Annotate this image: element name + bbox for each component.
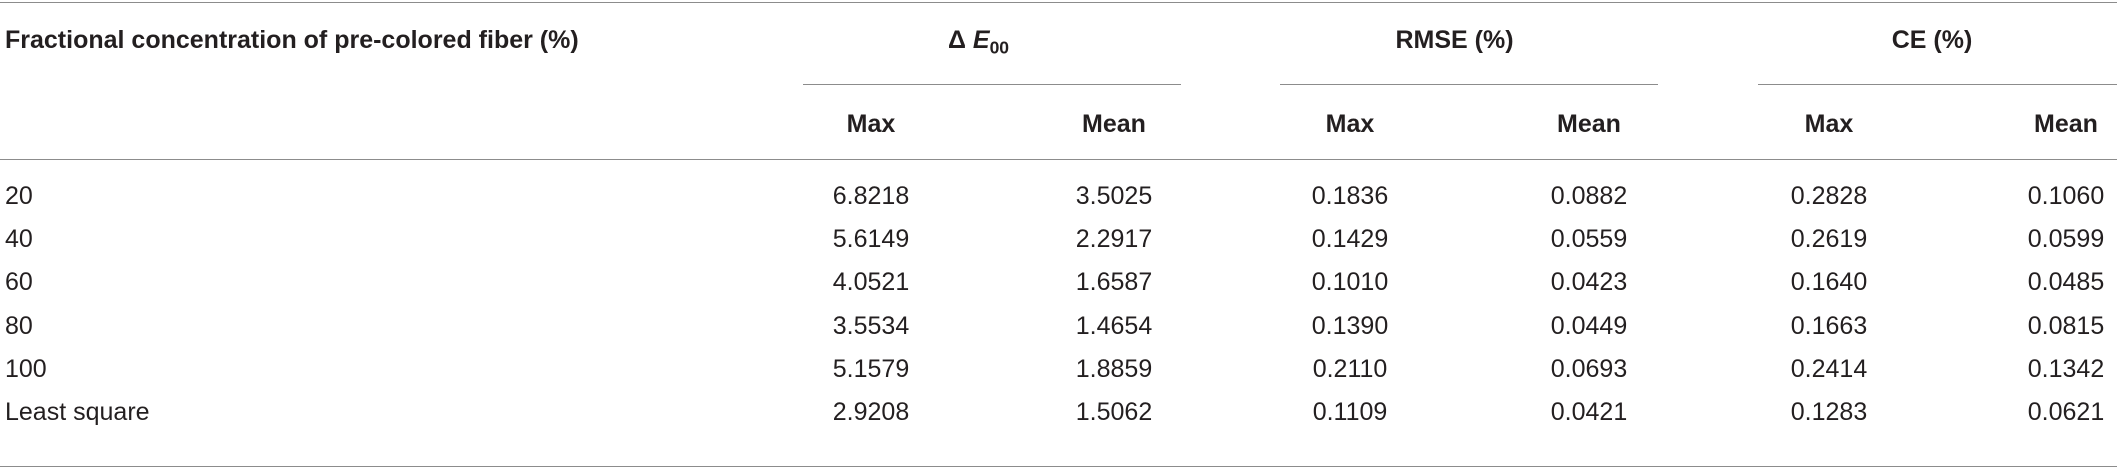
- cell: 0.2619: [1790, 225, 1868, 254]
- cell: 0.1429: [1311, 225, 1389, 254]
- row-label: 40: [5, 225, 33, 254]
- subscript: 00: [989, 37, 1010, 58]
- cell: 0.2828: [1790, 182, 1868, 210]
- subheader: Mean: [1082, 110, 1146, 138]
- row-label: 20: [5, 182, 33, 210]
- cell: 0.0621: [2027, 398, 2105, 426]
- rule: [0, 2, 2117, 3]
- subheader: Max: [1804, 110, 1854, 138]
- cell: 6.8218: [832, 182, 910, 210]
- cell: 5.1579: [832, 354, 910, 383]
- cell: 1.6587: [1075, 268, 1153, 297]
- rule: [0, 159, 2117, 160]
- cell: 0.0485: [2027, 268, 2105, 297]
- cell: 4.0521: [832, 268, 910, 297]
- cell: 0.1283: [1790, 398, 1868, 426]
- group-header: RMSE (%): [1395, 26, 1514, 54]
- cell: 5.6149: [832, 225, 910, 254]
- cell: 2.9208: [832, 398, 910, 426]
- cell: 0.1836: [1311, 182, 1389, 210]
- cell: 0.0423: [1550, 268, 1628, 297]
- cell: 0.1109: [1312, 398, 1388, 426]
- cell: 0.0449: [1550, 311, 1628, 340]
- cell: 0.2414: [1790, 354, 1868, 383]
- rule: [803, 84, 1181, 85]
- cell: 3.5025: [1075, 182, 1153, 210]
- cell: 0.0559: [1550, 225, 1628, 254]
- cell: 1.5062: [1075, 398, 1153, 426]
- row-label: Least square: [5, 398, 150, 426]
- symbol: Δ: [947, 26, 966, 54]
- row-label: 80: [5, 311, 33, 340]
- group-header: CE (%): [1891, 26, 1973, 54]
- cell: 0.1342: [2027, 354, 2105, 383]
- subheader: Max: [846, 110, 896, 138]
- cell: 0.2110: [1312, 354, 1388, 383]
- cell: 0.1640: [1790, 268, 1868, 297]
- rule: [1280, 84, 1658, 85]
- cell: 0.0421: [1550, 398, 1628, 426]
- cell: 0.1390: [1311, 311, 1389, 340]
- cell: 0.0815: [2027, 311, 2105, 340]
- cell: 3.5534: [832, 311, 910, 340]
- cell: 0.0599: [2027, 225, 2105, 254]
- subheader: Max: [1325, 110, 1375, 138]
- cell: 2.2917: [1075, 225, 1153, 254]
- rule: [0, 466, 2117, 467]
- group-header: Δ E00: [947, 25, 1010, 58]
- cell: 0.1010: [1311, 268, 1389, 297]
- subheader: Mean: [1557, 110, 1621, 138]
- cell: 1.4654: [1075, 311, 1153, 340]
- cell: 0.0693: [1550, 354, 1628, 383]
- row-label: 60: [5, 268, 33, 297]
- row-label: 100: [5, 354, 47, 383]
- cell: 0.0882: [1550, 182, 1628, 210]
- subheader: Mean: [2034, 110, 2098, 138]
- letter: E: [972, 26, 990, 54]
- cell: 0.1060: [2027, 182, 2105, 210]
- cell: 1.8859: [1075, 354, 1153, 383]
- rule: [1758, 84, 2117, 85]
- row-label-header: Fractional concentration of pre-colored …: [5, 26, 579, 54]
- cell: 0.1663: [1790, 311, 1868, 340]
